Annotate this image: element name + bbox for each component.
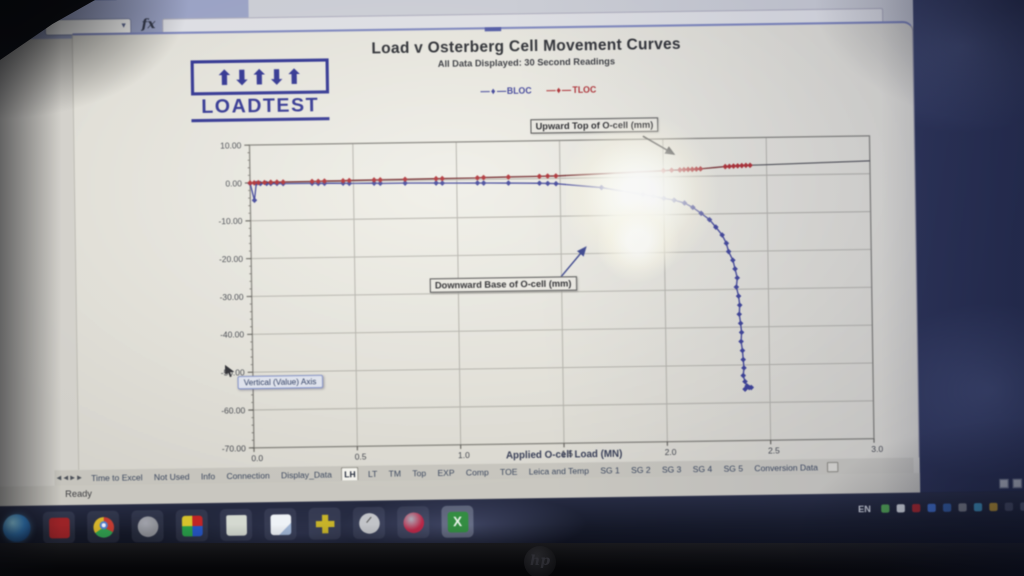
- tray-green-icon[interactable]: [881, 504, 890, 513]
- svg-text:-60.00: -60.00: [221, 405, 245, 415]
- tray-arrow-icon[interactable]: [896, 504, 905, 513]
- gray-app-icon[interactable]: [131, 509, 164, 543]
- start-orb-icon[interactable]: [2, 514, 31, 543]
- sheet-tab-toe[interactable]: TOE: [499, 466, 518, 477]
- tray-dim1-icon[interactable]: [1004, 502, 1014, 511]
- clock-icon: [358, 512, 380, 534]
- sheet-tab-lh[interactable]: LH: [341, 466, 359, 481]
- svg-text:-70.00: -70.00: [222, 443, 246, 453]
- sheet-tab-top[interactable]: Top: [412, 467, 427, 478]
- excel-icon[interactable]: X: [441, 505, 474, 538]
- tray-lightblue-icon[interactable]: [973, 502, 983, 512]
- laptop-screen: ▼ fx ⬆⬇⬆⬇⬆ LOADTEST Load v Osterberg Cel…: [0, 0, 1024, 543]
- next-tab-button[interactable]: ▶: [70, 475, 76, 482]
- tray-dim2-icon[interactable]: [1020, 502, 1024, 511]
- media-colors-icon: [181, 515, 203, 536]
- sheet-tab-lt[interactable]: LT: [367, 468, 378, 479]
- clock-icon[interactable]: [352, 506, 386, 540]
- sheet-tab-sg-5[interactable]: SG 5: [723, 462, 744, 474]
- language-indicator[interactable]: EN: [857, 503, 871, 515]
- chart-sheet: ⬆⬇⬆⬇⬆ LOADTEST Load v Osterberg Cell Mov…: [71, 20, 920, 471]
- sheet-tab-connection[interactable]: Connection: [226, 469, 270, 481]
- gray-app-icon: [137, 515, 158, 537]
- sheet-tab-tm[interactable]: TM: [388, 467, 402, 479]
- chrome-icon[interactable]: [87, 510, 120, 543]
- sheet-tab-exp[interactable]: EXP: [437, 467, 455, 478]
- yellow-cross-icon[interactable]: [308, 507, 341, 540]
- svg-text:-40.00: -40.00: [220, 330, 244, 340]
- folder-icon: [225, 514, 247, 536]
- excel-window: ▼ fx ⬆⬇⬆⬇⬆ LOADTEST Load v Osterberg Cel…: [0, 0, 921, 507]
- system-tray: EN: [858, 501, 1024, 514]
- sheet-tab-conversion-data[interactable]: Conversion Data: [754, 461, 819, 473]
- laptop-bezel: hp: [0, 543, 1024, 576]
- last-tab-button[interactable]: ▶: [77, 475, 82, 482]
- svg-text:-10.00: -10.00: [218, 216, 242, 226]
- tray-lock-icon[interactable]: [989, 502, 998, 512]
- plot-area: 10.000.00-10.00-20.00-30.00-40.00-50.00-…: [218, 135, 883, 463]
- itunes-icon: [402, 511, 424, 533]
- sheet-tab-sg-3[interactable]: SG 3: [661, 463, 682, 475]
- sheet-tab-comp[interactable]: Comp: [465, 466, 489, 478]
- fx-icon: fx: [141, 16, 156, 33]
- insert-worksheet-tab[interactable]: [827, 461, 839, 472]
- adobe-reader-icon: [48, 517, 70, 538]
- view-buttons: [999, 478, 1024, 489]
- sheet-tab-time-to-excel[interactable]: Time to Excel: [91, 471, 143, 483]
- itunes-icon[interactable]: [397, 506, 430, 539]
- yellow-cross-icon: [314, 513, 335, 534]
- normal-view-button[interactable]: [999, 478, 1009, 489]
- name-box-dropdown-icon[interactable]: ▼: [120, 22, 128, 30]
- sheet-tab-sg-4[interactable]: SG 4: [692, 463, 713, 474]
- sheet-tab-sg-2[interactable]: SG 2: [631, 464, 651, 475]
- svg-text:-30.00: -30.00: [220, 292, 244, 302]
- annotation-upward-top[interactable]: Upward Top of O-cell (mm): [530, 117, 659, 134]
- sheet-tab-sg-1[interactable]: SG 1: [600, 464, 620, 476]
- tray-blue-icon[interactable]: [927, 503, 936, 513]
- annotation-downward-base[interactable]: Downward Base of O-cell (mm): [429, 276, 577, 293]
- svg-text:10.00: 10.00: [220, 140, 242, 150]
- prev-tab-button[interactable]: ◀: [63, 475, 69, 482]
- notes-icon: [269, 513, 291, 535]
- folder-icon[interactable]: [219, 508, 253, 542]
- svg-text:-20.00: -20.00: [219, 254, 243, 264]
- sheet-tab-info[interactable]: Info: [200, 470, 216, 482]
- hp-logo: hp: [524, 546, 556, 576]
- tab-navigation: ◀ ◀ ▶ ▶: [57, 474, 82, 482]
- tray-gray-icon[interactable]: [958, 503, 967, 512]
- chrome-icon: [92, 516, 114, 538]
- status-ready-label: Ready: [65, 488, 93, 500]
- adobe-reader-icon[interactable]: [42, 511, 76, 543]
- media-colors-icon[interactable]: [175, 509, 208, 542]
- first-tab-button[interactable]: ◀: [56, 475, 62, 482]
- taskbar-dock: X: [2, 505, 474, 543]
- tray-adobe-icon[interactable]: [912, 503, 921, 513]
- axis-tooltip: Vertical (Value) Axis: [237, 374, 323, 390]
- svg-text:0.00: 0.00: [225, 178, 242, 188]
- tray-square-icon[interactable]: [942, 503, 952, 512]
- sheet-tab-display-data[interactable]: Display_Data: [280, 468, 332, 480]
- page-layout-view-button[interactable]: [1012, 478, 1023, 489]
- notes-icon[interactable]: [264, 508, 297, 541]
- excel-icon: X: [447, 511, 468, 533]
- sheet-tab-leica-and-temp[interactable]: Leica and Temp: [528, 465, 590, 477]
- sheet-tab-not-used[interactable]: Not Used: [153, 470, 190, 482]
